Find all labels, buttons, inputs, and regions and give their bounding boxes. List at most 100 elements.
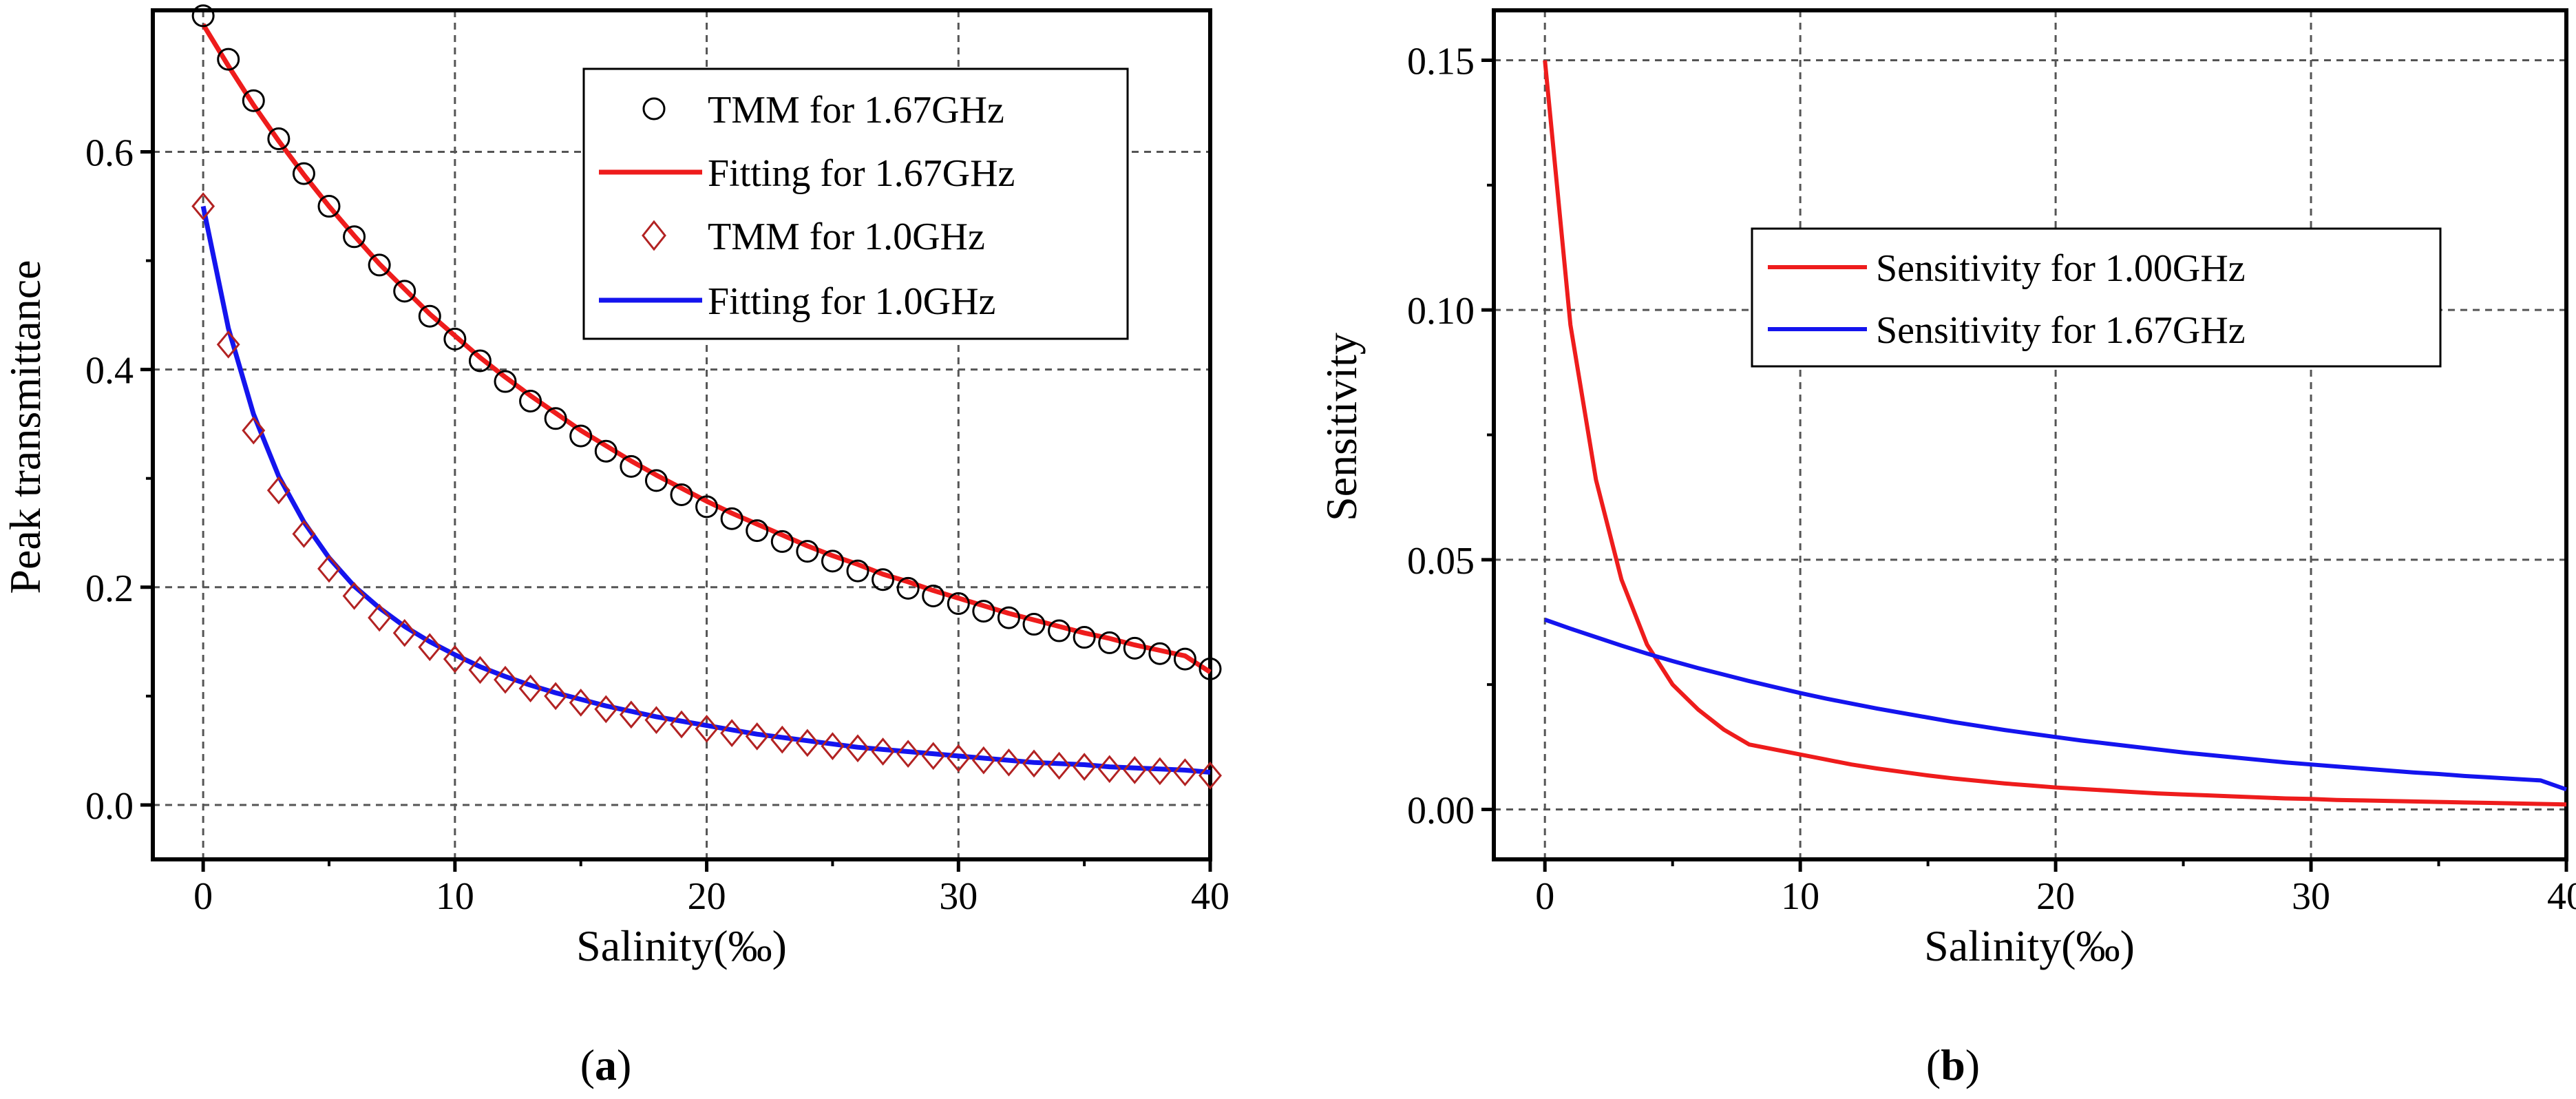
panel-b-caption: (b) [1926, 1040, 1980, 1089]
tmm-1-67ghz-point [1073, 626, 1096, 649]
panel-a-legend-box [582, 67, 1129, 340]
tmm-1-0ghz-point [644, 706, 668, 735]
panel-a-y-tick-label: 0.6 [85, 132, 134, 175]
tmm-1-0ghz-point [468, 656, 492, 684]
tmm-1-0ghz-point [1047, 751, 1071, 780]
tmm-1-0ghz-point [947, 744, 971, 773]
panel-a-caption: (a) [580, 1040, 632, 1089]
panel-a-y-tick-label: 0.4 [85, 350, 134, 392]
panel-a: 0 10 20 30 40 0.0 0.2 0.4 0.6 Salinity(‰) Peak t… [1, 4, 1229, 1089]
panel-b-series [1543, 60, 2567, 807]
tmm-1-67ghz-point [796, 540, 819, 563]
tmm-1-67ghz-point [821, 550, 844, 573]
tmm-1-67ghz-point [720, 507, 743, 530]
legend-label-tmm-1-0ghz: TMM for 1.0GHz [708, 216, 985, 258]
tmm-1-0ghz-point [594, 695, 618, 724]
legend-marker-tmm-1-0ghz [642, 220, 666, 251]
tmm-1-67ghz-point [418, 304, 441, 328]
panel-b-x-tick-label: 40 [2547, 875, 2576, 918]
panel-b-x-axis-label: Salinity(‰) [1924, 921, 2135, 970]
panel-a-y-tick-label: 0.2 [85, 567, 134, 610]
tmm-1-0ghz-point [317, 554, 341, 583]
panel-b-x-tick-label: 20 [2036, 875, 2075, 918]
panel-b-y-tick-label: 0.15 [1407, 41, 1475, 83]
tmm-1-67ghz-point [443, 327, 467, 350]
tmm-1-67ghz-point [1173, 647, 1196, 671]
tmm-1-0ghz-point [745, 722, 769, 751]
tmm-1-0ghz-point [846, 734, 869, 763]
tmm-1-67ghz-point [670, 483, 693, 506]
tmm-1-67ghz-point [620, 454, 643, 478]
tmm-1-67ghz-point [393, 280, 416, 303]
tmm-1-67ghz-point [1048, 619, 1071, 642]
tmm-1-0ghz-point [821, 732, 845, 760]
panel-b-y-axis-label: Sensitivity [1317, 333, 1366, 521]
tmm-1-0ghz-point [670, 710, 693, 739]
panel-a-ticks: 0 10 20 30 40 0.0 0.2 0.4 0.6 [85, 132, 1229, 919]
tmm-1-0ghz-point [443, 645, 467, 673]
tmm-1-0ghz-point [392, 618, 416, 647]
series-fitting-1-67ghz [201, 23, 1212, 675]
tmm-1-0ghz-point [418, 633, 442, 662]
tmm-1-0ghz-point [720, 719, 744, 747]
tmm-1-0ghz-point [695, 714, 719, 743]
legend-label-sensitivity-1-00ghz: Sensitivity for 1.00GHz [1876, 247, 2246, 290]
tmm-1-67ghz-point [594, 439, 617, 463]
tmm-1-0ghz-point [971, 746, 995, 775]
tmm-1-67ghz-point [947, 592, 970, 616]
tmm-1-67ghz-point [644, 469, 668, 492]
tmm-1-0ghz-point [242, 416, 266, 445]
panel-a-x-tick-label: 10 [436, 875, 474, 918]
tmm-1-0ghz-point [191, 192, 215, 220]
panel-b-x-tick-label: 30 [2292, 875, 2330, 918]
tmm-1-67ghz-point [519, 389, 542, 412]
legend-marker-tmm-1-67ghz [642, 97, 666, 121]
tmm-1-0ghz-point [1173, 758, 1197, 786]
panel-a-x-tick-label: 0 [193, 875, 213, 918]
tmm-1-0ghz-point [1097, 755, 1121, 784]
tmm-1-67ghz-point [746, 519, 769, 543]
tmm-1-67ghz-point [1022, 613, 1046, 636]
tmm-1-0ghz-point [795, 729, 819, 757]
legend-label-tmm-1-67ghz: TMM for 1.67GHz [708, 89, 1004, 132]
series-sensitivity-1-00ghz [1543, 60, 2567, 807]
tmm-1-0ghz-point [770, 725, 794, 754]
tmm-1-67ghz-point [217, 48, 240, 71]
tmm-1-67ghz-point [922, 584, 945, 607]
tmm-1-67ghz-point [343, 225, 366, 249]
tmm-1-0ghz-point [921, 742, 945, 771]
panel-b-ticks: 0 10 20 30 40 0.00 0.05 0.10 0.15 [1407, 41, 2576, 918]
tmm-1-0ghz-point [619, 700, 643, 729]
tmm-1-67ghz-point [267, 127, 291, 151]
legend-label-fitting-1-0ghz: Fitting for 1.0GHz [708, 280, 995, 323]
tmm-1-67ghz-point [468, 349, 492, 373]
tmm-1-67ghz-point [242, 89, 265, 112]
tmm-1-0ghz-point [216, 330, 240, 359]
tmm-1-0ghz-point [896, 740, 920, 768]
panel-b-caption-letter: b [1941, 1040, 1965, 1089]
tmm-1-67ghz-point [494, 370, 517, 393]
tmm-1-67ghz-point [1199, 657, 1222, 680]
panel-a-series [191, 4, 1222, 790]
tmm-1-0ghz-point [266, 476, 291, 505]
panel-b-y-tick-label: 0.10 [1407, 290, 1475, 333]
tmm-1-0ghz-point [1073, 753, 1097, 781]
tmm-1-67ghz-point [292, 162, 315, 185]
tmm-1-0ghz-point [997, 748, 1021, 777]
panel-b: 0 10 20 30 40 0.00 0.05 0.10 0.15 Salinity(‰) Se… [1317, 8, 2576, 1089]
tmm-1-67ghz-point [770, 530, 794, 553]
tmm-1-67ghz-point [544, 407, 567, 430]
panel-a-x-tick-label: 20 [688, 875, 726, 918]
panel-b-y-tick-label: 0.00 [1407, 789, 1475, 832]
tmm-1-67ghz-point [997, 606, 1020, 629]
panel-a-x-axis-label: Salinity(‰) [576, 921, 787, 970]
panel-b-x-tick-label: 10 [1781, 875, 1819, 918]
tmm-1-0ghz-point [518, 674, 542, 703]
tmm-1-0ghz-point [1148, 757, 1172, 786]
tmm-1-0ghz-point [342, 582, 366, 610]
panel-b-y-tick-label: 0.05 [1407, 540, 1475, 583]
panel-a-plot-frame [151, 8, 1212, 861]
series-sensitivity-1-67ghz [1544, 618, 2567, 792]
panel-a-y-tick-label: 0.0 [85, 785, 134, 828]
